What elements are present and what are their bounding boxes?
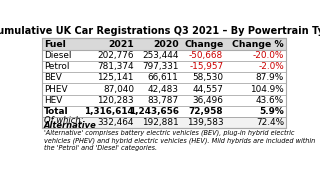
Text: Diesel: Diesel [44,51,71,60]
Text: Alternative: Alternative [44,121,97,130]
Bar [43,83,285,95]
Text: -2.0%: -2.0% [258,62,284,71]
Text: 797,331: 797,331 [142,62,179,71]
Text: 125,141: 125,141 [98,73,134,82]
Text: 43.6%: 43.6% [256,96,284,105]
Text: -15,957: -15,957 [189,62,223,71]
Text: BEV: BEV [44,73,62,82]
Text: 72.4%: 72.4% [256,118,284,127]
Bar [43,50,285,61]
Text: 58,530: 58,530 [192,73,223,82]
Text: 202,776: 202,776 [98,51,134,60]
Text: Change: Change [184,40,223,49]
Text: 139,583: 139,583 [187,118,223,127]
Text: 87.9%: 87.9% [256,73,284,82]
Bar [43,95,285,106]
Text: 1,243,656: 1,243,656 [129,107,179,116]
Text: 66,611: 66,611 [148,73,179,82]
Bar [43,72,285,83]
Text: 2020: 2020 [153,40,179,49]
Text: Fuel: Fuel [44,40,66,49]
Bar [43,38,285,50]
Text: 1,316,614: 1,316,614 [84,107,134,116]
Text: 42,483: 42,483 [148,85,179,94]
Text: -50,668: -50,668 [189,51,223,60]
Text: 781,374: 781,374 [97,62,134,71]
Bar [43,61,285,72]
Bar [43,117,285,128]
Text: 104.9%: 104.9% [250,85,284,94]
Bar [43,38,285,128]
Text: 36,496: 36,496 [192,96,223,105]
Text: 5.9%: 5.9% [259,107,284,116]
Text: HEV: HEV [44,96,62,105]
Text: Of which:: Of which: [44,116,84,125]
Text: PHEV: PHEV [44,85,68,94]
Text: 83,787: 83,787 [148,96,179,105]
Text: 120,283: 120,283 [97,96,134,105]
Text: 253,444: 253,444 [142,51,179,60]
Text: 'Alternative' comprises battery electric vehicles (BEV), plug-in hybrid electric: 'Alternative' comprises battery electric… [44,130,315,151]
Text: Petrol: Petrol [44,62,69,71]
Text: 332,464: 332,464 [98,118,134,127]
Text: Change %: Change % [232,40,284,49]
Text: Cumulative UK Car Registrations Q3 2021 – By Powertrain Type: Cumulative UK Car Registrations Q3 2021 … [0,26,320,36]
Text: 72,958: 72,958 [189,107,223,116]
Bar [43,106,285,117]
Text: 2021: 2021 [108,40,134,49]
Text: 192,881: 192,881 [142,118,179,127]
Text: 87,040: 87,040 [103,85,134,94]
Text: -20.0%: -20.0% [253,51,284,60]
Text: Total: Total [44,107,68,116]
Text: 44,557: 44,557 [192,85,223,94]
